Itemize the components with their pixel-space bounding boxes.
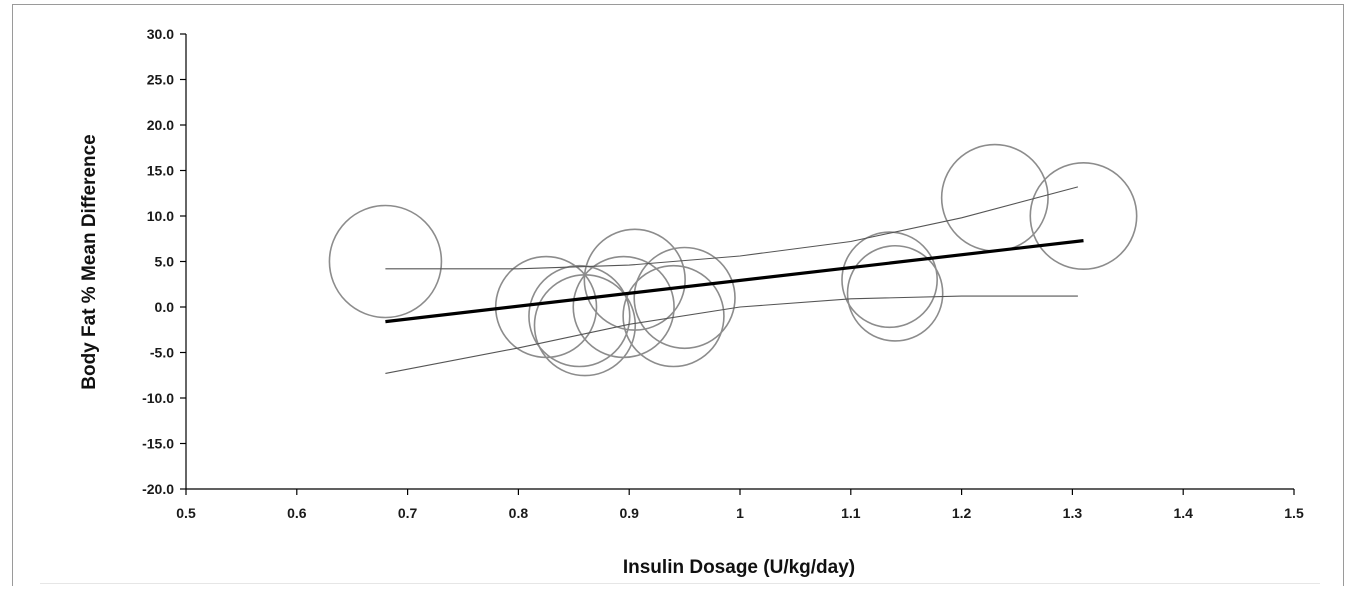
data-point (583, 228, 686, 331)
x-tick-label: 1 (736, 505, 744, 521)
data-circles (328, 143, 1138, 377)
data-point (846, 244, 944, 342)
y-axis-title: Body Fat % Mean Difference (79, 134, 100, 390)
x-tick-label: 0.9 (619, 505, 639, 521)
regression-line (385, 239, 1084, 324)
y-tick-label: 10.0 (147, 208, 174, 224)
y-tick-label: 5.0 (155, 254, 175, 270)
y-tick-label: -10.0 (142, 390, 174, 406)
lower-confidence-line (385, 295, 1078, 374)
y-tick-label: 15.0 (147, 163, 174, 179)
data-point (940, 143, 1049, 252)
y-tick-label: 25.0 (147, 72, 174, 88)
data-point (622, 264, 725, 368)
x-tick-label: 1.3 (1063, 505, 1083, 521)
upper-confidence-line (385, 186, 1079, 270)
x-axis-title: Insulin Dosage (U/kg/day) (623, 557, 855, 578)
data-point (633, 246, 736, 350)
x-tick-label: 1.2 (952, 505, 972, 521)
y-tick-label: -15.0 (142, 436, 174, 452)
tick-labels: 30.0 25.0 20.0 15.0 10.0 5.0 0.0 -5.0 -10.0 -15.0… (142, 26, 1304, 521)
y-tick-label: -5.0 (150, 345, 174, 361)
data-point (572, 255, 675, 359)
x-tick-label: 1.4 (1173, 505, 1193, 521)
x-tick-label: 0.6 (287, 505, 307, 521)
x-tick-label: 0.5 (176, 505, 196, 521)
x-tick-label: 1.1 (841, 505, 861, 521)
y-tick-label: 20.0 (147, 117, 174, 133)
x-tick-label: 0.8 (509, 505, 529, 521)
data-point (328, 204, 443, 319)
data-point (1029, 162, 1138, 271)
data-point (528, 264, 631, 368)
x-tick-label: 0.7 (398, 505, 418, 521)
fit-lines (385, 186, 1084, 374)
y-tick-label: 0.0 (155, 299, 175, 315)
data-point (841, 231, 938, 329)
x-tick-label: 1.5 (1284, 505, 1304, 521)
y-tick-label: -20.0 (142, 481, 174, 497)
y-tick-label: 30.0 (147, 26, 174, 42)
axes (180, 33, 1295, 495)
bottom-divider (40, 583, 1320, 584)
